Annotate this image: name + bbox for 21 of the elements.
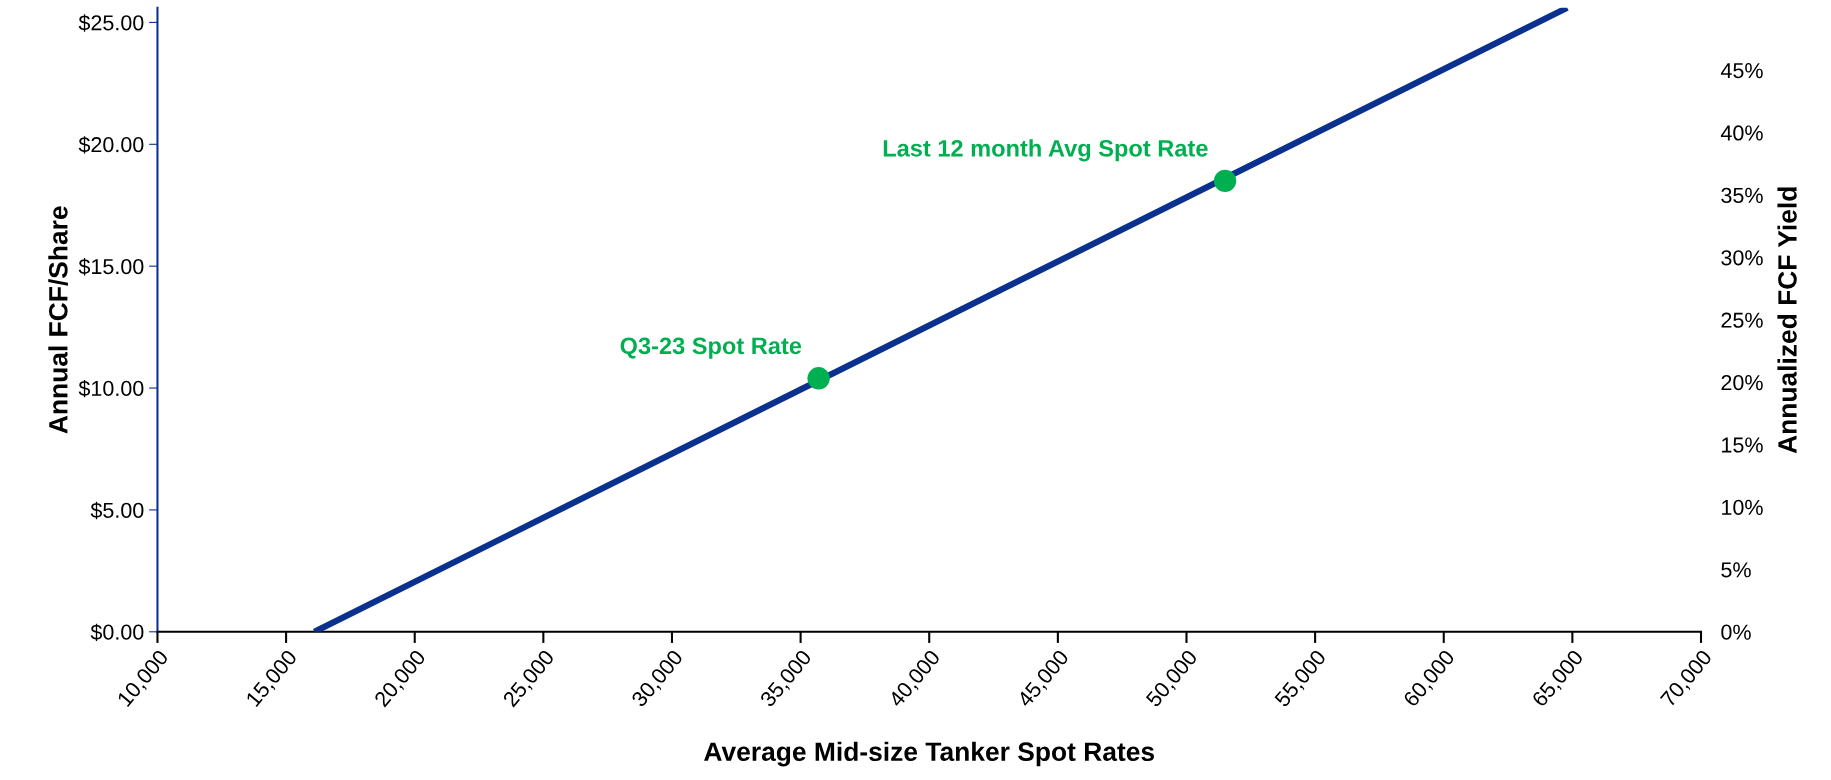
y-tick-label: $0.00 [90,623,144,642]
y2-tick-label: 30% [1721,250,1763,266]
annotation: Last 12 month Avg Spot Rate [883,139,1208,162]
y-tick-label: $20.00 [78,136,144,154]
y2-axis-title: Annualized FCF Yield [1777,187,1797,454]
y-tick-label: $25.00 [78,14,144,32]
y2-tick-label: 35% [1721,187,1763,204]
y2-tick-label: 40% [1720,125,1763,141]
annotation: Q3-23 Spot Rate [620,337,802,359]
y2-tick-label: 45% [1720,63,1763,79]
y-tick-label: $15.00 [78,258,144,276]
y-tick-label: $5.00 [90,501,144,520]
y-tick-label: $10.00 [78,379,144,398]
y2-tick-label: 10% [1722,499,1763,516]
y2-tick-label: 25% [1721,312,1763,328]
y2-tick-label: 15% [1722,437,1763,453]
y2-tick-label: 0% [1721,624,1751,640]
x-axis-title: Average Mid-size Tanker Spot Rates [704,741,1155,767]
y2-tick-label: 20% [1721,374,1763,391]
y-axis-title: Annual FCF/Share [48,206,68,434]
y2-tick-label: 5% [1721,562,1751,578]
